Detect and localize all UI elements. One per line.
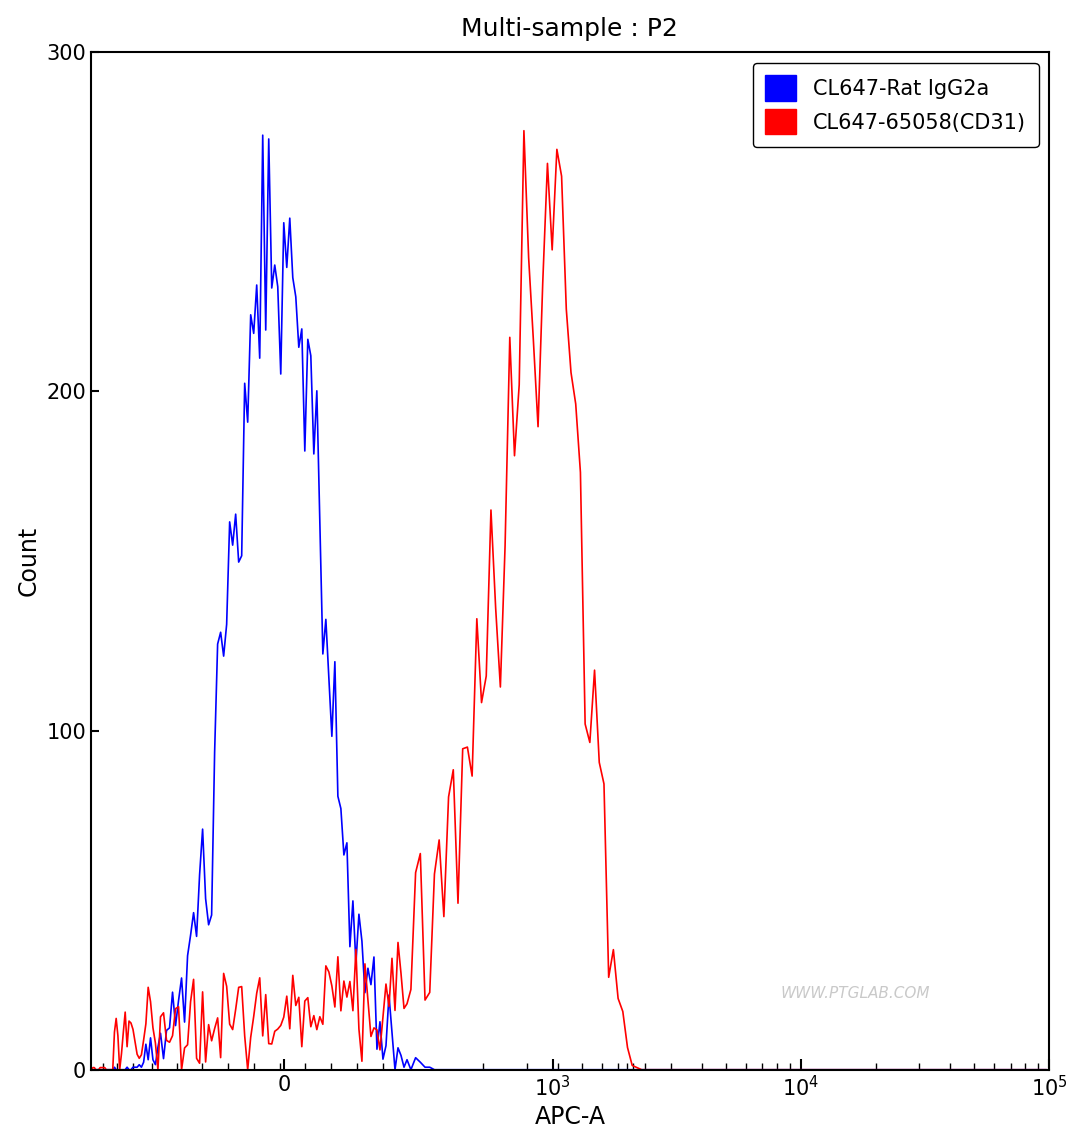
- Title: Multi-sample : P2: Multi-sample : P2: [462, 17, 679, 40]
- Legend: CL647-Rat IgG2a, CL647-65058(CD31): CL647-Rat IgG2a, CL647-65058(CD31): [752, 63, 1038, 147]
- Y-axis label: Count: Count: [16, 526, 41, 596]
- Text: WWW.PTGLAB.COM: WWW.PTGLAB.COM: [780, 987, 930, 1002]
- X-axis label: APC-A: APC-A: [534, 1106, 605, 1129]
